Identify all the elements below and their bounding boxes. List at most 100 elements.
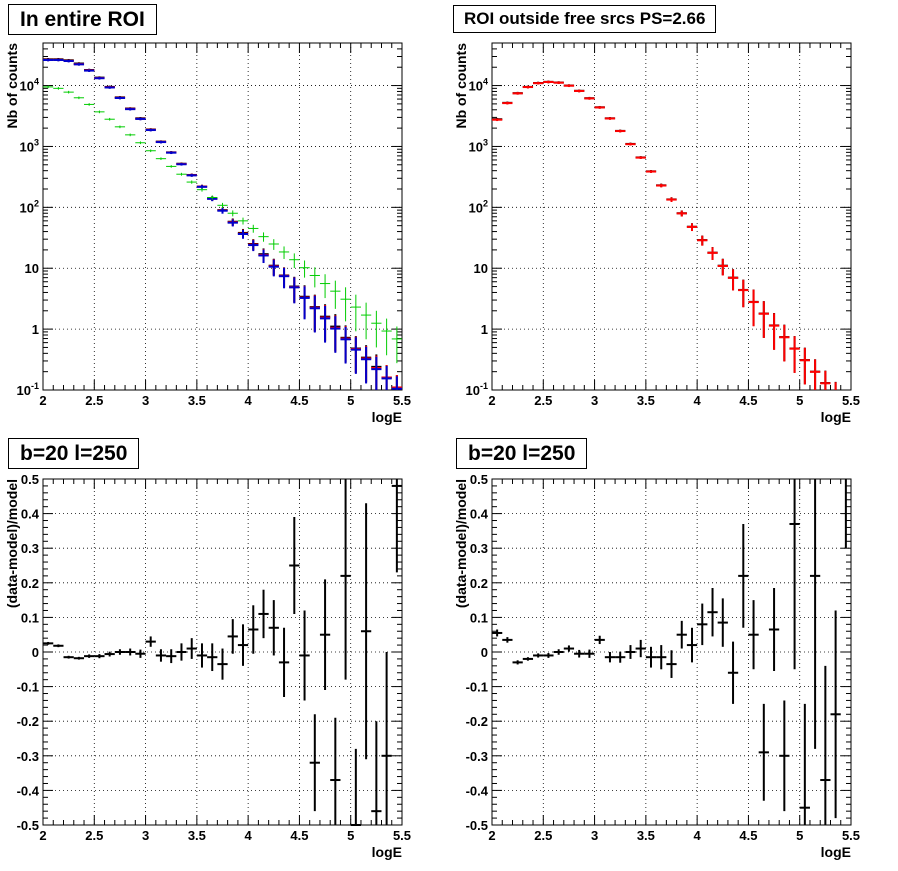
data-point — [248, 224, 259, 233]
data-point — [125, 107, 136, 111]
data-point — [717, 258, 728, 276]
panel-title-1: In entire ROI — [8, 4, 157, 35]
data-point — [768, 587, 780, 672]
panel-title-4: b=20 l=250 — [456, 438, 588, 469]
y-tick-label: 104 — [469, 77, 488, 94]
x-tick-label: 2.5 — [534, 828, 552, 843]
data-point — [299, 286, 310, 320]
x-tick-label: 4.5 — [739, 393, 757, 408]
data-point — [176, 172, 187, 176]
y-tick-label: -0.1 — [17, 680, 39, 695]
data-point — [196, 187, 208, 192]
data-point — [227, 210, 238, 217]
y-tick-label: 10-1 — [466, 381, 488, 398]
data-point — [738, 523, 749, 628]
x-axis-title: logE — [821, 409, 851, 425]
panel-title-3: b=20 l=250 — [8, 438, 140, 469]
data-point — [114, 96, 126, 100]
data-point — [533, 653, 544, 658]
y-tick-label: 1 — [32, 322, 39, 337]
y-tick-label: -0.3 — [466, 749, 488, 764]
data-point — [594, 635, 605, 645]
data-point — [584, 97, 595, 100]
y-tick-label: 103 — [20, 137, 39, 154]
data-point — [779, 700, 790, 812]
panel-2: 2 2.5 3 3.5 4 4.5 5 5.5 10-1 1 10 102 103 104 logE Nb o… — [453, 42, 860, 425]
data-point — [697, 603, 708, 646]
y-tick-label: 0.3 — [21, 541, 39, 556]
y-tick-label: 103 — [469, 137, 488, 154]
x-tick-label: 5 — [347, 828, 354, 843]
data-point — [522, 85, 534, 89]
data-point — [686, 627, 698, 663]
data-point — [227, 219, 238, 227]
data-point — [217, 208, 228, 214]
x-tick-label: 4 — [245, 828, 253, 843]
data-point — [227, 619, 238, 654]
data-point — [820, 370, 831, 390]
data-point — [553, 649, 564, 655]
x-tick-label: 5.5 — [842, 393, 860, 408]
data-point — [360, 346, 372, 384]
data-point — [104, 117, 115, 121]
data-point — [289, 517, 300, 614]
x-tick-label: 3.5 — [188, 828, 206, 843]
y-axis-title: (data-model)/model — [4, 479, 20, 608]
data-point — [707, 247, 718, 260]
data-point — [604, 652, 616, 663]
data-point — [615, 651, 626, 663]
data-point — [676, 210, 687, 217]
data-point — [360, 302, 372, 340]
y-tick-label: 102 — [20, 198, 39, 215]
y-tick-label: -0.3 — [17, 749, 39, 764]
data-point — [635, 639, 646, 658]
y-tick-label: -0.4 — [17, 783, 40, 798]
data-point — [492, 118, 503, 122]
y-tick-label: 0.1 — [470, 610, 488, 625]
data-point — [278, 246, 290, 259]
panel-3: 2 2.5 3 3.5 4 4.5 5 5.5 -0.5 -0.4 -0.3 -0.2 -0.1 0 0.1… — [4, 472, 411, 860]
data-point — [135, 117, 146, 121]
x-tick-label: 2 — [39, 393, 46, 408]
x-tick-label: 2 — [39, 828, 46, 843]
data-point — [758, 703, 769, 801]
data-point — [94, 76, 105, 80]
y-tick-label: 0.5 — [21, 472, 39, 487]
data-point — [217, 202, 228, 208]
y-tick-label: 0 — [32, 645, 39, 660]
x-tick-label: 2.5 — [534, 393, 552, 408]
data-point — [543, 80, 554, 84]
data-point — [94, 654, 105, 659]
data-point — [145, 636, 156, 647]
data-point — [625, 142, 636, 146]
data-point — [371, 721, 382, 825]
data-point — [789, 479, 800, 670]
data-point — [553, 81, 564, 85]
data-point — [278, 627, 290, 697]
x-tick-label: 3 — [142, 828, 149, 843]
data-point — [53, 87, 64, 90]
data-point — [176, 162, 187, 166]
data-point — [196, 643, 208, 668]
data-point — [319, 274, 331, 299]
y-tick-label: 0.5 — [470, 472, 488, 487]
data-point — [43, 641, 54, 645]
series-1 — [492, 479, 847, 825]
x-tick-label: 3 — [591, 828, 598, 843]
data-point — [278, 267, 290, 289]
data-point — [43, 85, 54, 89]
panel-title-2: ROI outside free srcs PS=2.66 — [453, 5, 717, 33]
x-tick-label: 4 — [245, 393, 253, 408]
data-point — [125, 133, 136, 137]
data-point — [248, 605, 259, 654]
x-tick-label: 3 — [142, 393, 149, 408]
y-tick-label: 10 — [474, 261, 488, 276]
data-point — [738, 279, 749, 308]
y-tick-label: 104 — [20, 77, 39, 94]
data-point — [391, 479, 402, 573]
x-tick-label: 2 — [488, 828, 495, 843]
x-tick-label: 3.5 — [637, 393, 655, 408]
y-tick-label: 102 — [469, 198, 488, 215]
x-tick-label: 5.5 — [393, 828, 411, 843]
